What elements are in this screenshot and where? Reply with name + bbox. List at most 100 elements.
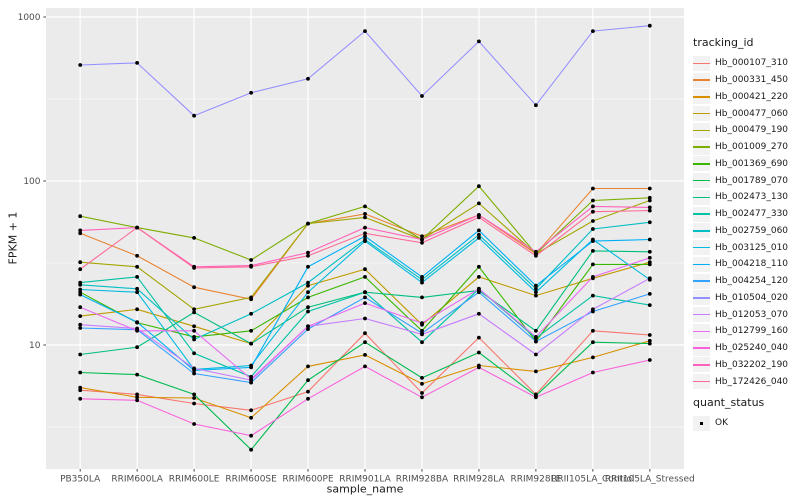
legend-key-swatch (693, 340, 710, 356)
data-point (306, 305, 310, 310)
data-point (647, 333, 652, 337)
data-point (534, 328, 538, 333)
data-point (647, 220, 652, 225)
legend-item-label: Hb_001369_690 (715, 158, 789, 169)
legend-quant-title: quant_status (693, 396, 765, 409)
data-point (135, 290, 140, 295)
data-point (477, 335, 481, 340)
data-point (591, 204, 595, 209)
x-tick-label: RRIM600LA (111, 475, 163, 485)
data-point (135, 372, 140, 377)
data-point (363, 290, 367, 295)
legend-item-label: Hb_012799_160 (715, 326, 789, 337)
data-point (591, 209, 595, 214)
data-point (78, 326, 83, 330)
data-point (477, 311, 481, 316)
data-point (534, 335, 538, 339)
data-point (420, 391, 424, 395)
legend-key-swatch (693, 122, 710, 138)
data-point (192, 310, 197, 315)
data-point (192, 285, 197, 290)
data-point (363, 231, 367, 236)
data-point (306, 253, 310, 258)
data-point (306, 309, 310, 314)
data-point (249, 90, 254, 95)
data-point (306, 290, 310, 295)
data-point (306, 324, 310, 329)
data-point (363, 267, 367, 272)
legend-item-label: Hb_004254_120 (715, 276, 789, 287)
data-point (363, 239, 367, 244)
data-point (78, 388, 83, 393)
series-color-line-icon (693, 146, 710, 148)
data-point (420, 376, 424, 380)
data-point (591, 275, 595, 279)
data-point (647, 195, 652, 200)
legend-key-swatch (693, 256, 710, 272)
data-point (192, 307, 197, 312)
data-point (135, 286, 140, 291)
data-point (363, 29, 367, 33)
series-color-line-icon (693, 230, 710, 232)
data-point (420, 94, 424, 98)
x-tick-label: RRIM901LA (339, 475, 391, 485)
data-point (78, 282, 83, 287)
data-point (78, 287, 83, 292)
legend-item-label: Hb_025240_040 (715, 343, 789, 354)
data-point (78, 370, 83, 375)
x-tick-label: RRIM928BA (396, 475, 449, 485)
data-point (647, 186, 652, 191)
data-point (363, 234, 367, 239)
data-point (647, 208, 652, 213)
legend-item-label: Hb_003125_010 (715, 242, 789, 253)
axis-tick-labels: 1000 100 10 PB350LA RRIM600LA RRIM600LE RRIM60… (18, 13, 695, 485)
legend-item-Hb_012053_070: Hb_012053_070 (693, 306, 797, 323)
series-color-line-icon (693, 280, 710, 282)
legend-key-swatch (693, 206, 710, 222)
series-color-line-icon (693, 380, 710, 383)
data-point (591, 198, 595, 203)
x-tick-label: RRIM600PE (282, 475, 334, 485)
legend-key-swatch (693, 374, 710, 390)
data-point (647, 255, 652, 260)
data-point (78, 260, 83, 265)
legend-key-swatch (693, 189, 710, 205)
legend-title: tracking_id (693, 36, 754, 49)
legend-key-swatch (693, 273, 710, 289)
data-point (135, 307, 140, 312)
data-point (78, 352, 83, 357)
series-color-line-icon (693, 62, 710, 65)
legend-item-Hb_002759_060: Hb_002759_060 (693, 223, 797, 240)
x-tick-label: PB350LA (60, 475, 101, 485)
data-point (306, 389, 310, 394)
data-point (591, 219, 595, 223)
legend-item-label: Hb_000421_220 (715, 91, 789, 102)
data-point (591, 262, 595, 267)
data-point (420, 340, 424, 345)
legend-item-Hb_012799_160: Hb_012799_160 (693, 323, 797, 340)
data-point (420, 277, 424, 282)
legend-item-label: Hb_012053_070 (715, 309, 789, 320)
series-color-line-icon (693, 79, 710, 81)
data-point (135, 225, 140, 230)
data-point (591, 239, 595, 244)
data-point (192, 392, 197, 397)
data-point (534, 286, 538, 291)
data-point (420, 237, 424, 242)
data-point (192, 422, 197, 426)
data-point (420, 275, 424, 279)
data-point (363, 225, 367, 230)
data-point (420, 234, 424, 239)
series-color-line-icon (693, 297, 710, 299)
series-color-line-icon (693, 263, 710, 266)
series-color-line-icon (693, 196, 710, 199)
data-point (192, 113, 197, 118)
data-point (135, 320, 140, 324)
legend-item-label: Hb_001009_270 (715, 142, 789, 153)
data-point (249, 415, 254, 420)
data-point (363, 364, 367, 369)
legend-item-Hb_004254_120: Hb_004254_120 (693, 273, 797, 290)
data-point (78, 63, 83, 67)
data-point (306, 283, 310, 288)
legend-key-swatch (693, 223, 710, 239)
